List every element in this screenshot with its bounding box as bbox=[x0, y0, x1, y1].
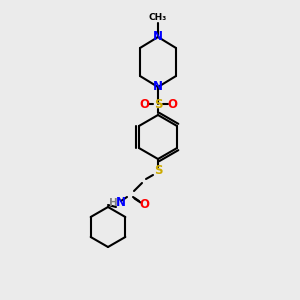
Text: O: O bbox=[139, 98, 149, 110]
Text: O: O bbox=[167, 98, 177, 110]
Text: N: N bbox=[116, 196, 126, 209]
Text: N: N bbox=[153, 31, 163, 44]
Text: H: H bbox=[109, 198, 117, 208]
Text: S: S bbox=[154, 98, 162, 110]
Text: N: N bbox=[153, 80, 163, 94]
Text: CH₃: CH₃ bbox=[149, 13, 167, 22]
Text: S: S bbox=[154, 164, 162, 178]
Text: O: O bbox=[139, 199, 149, 212]
